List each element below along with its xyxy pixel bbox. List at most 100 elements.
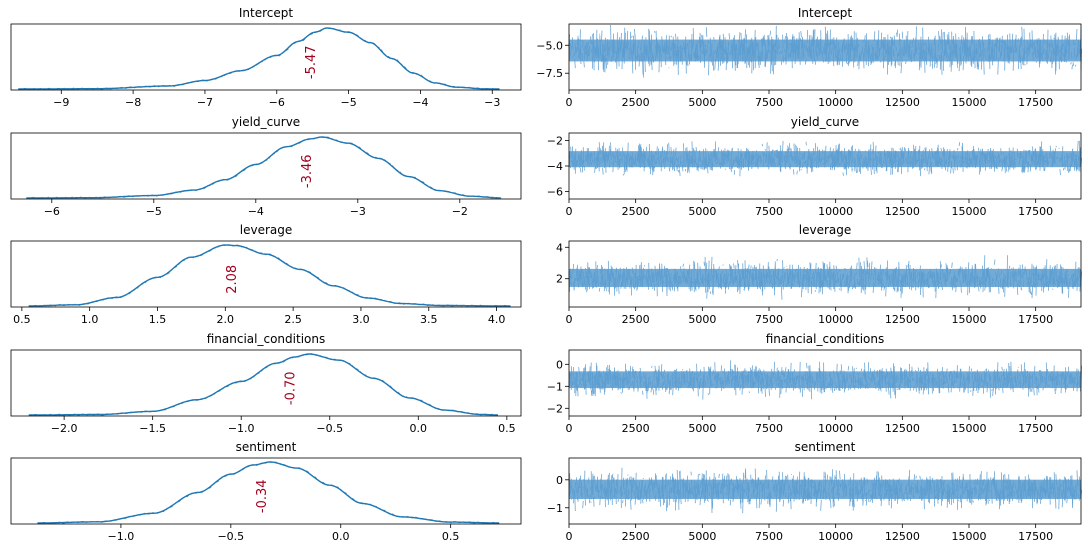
x-tick-label: 2.5 <box>284 313 302 326</box>
axes-frame <box>568 349 1082 417</box>
x-tick-label: 10000 <box>818 530 853 543</box>
axes-frame <box>10 457 522 525</box>
x-tick-label: −5 <box>340 96 356 109</box>
x-tick-label: 7500 <box>755 96 783 109</box>
x-tick-label: 4.0 <box>488 313 506 326</box>
x-tick-label: 2500 <box>622 96 650 109</box>
panel-title: yield_curve <box>232 115 300 129</box>
x-tick-label: 5000 <box>688 422 716 435</box>
point-estimate-label: -0.70 <box>283 371 298 405</box>
x-tick-label: 7500 <box>755 422 783 435</box>
posterior-panel: Intercept -5.47 −9 −8 −7 −6 −5 −4 −3 <box>10 6 522 109</box>
trace-panel: Intercept −5.0 −7.5 0 2500 5000 7500 10000 12500… <box>536 6 1082 109</box>
x-tick-label: −1.5 <box>139 422 166 435</box>
axes-frame <box>10 132 522 200</box>
panel-title: Intercept <box>239 6 294 20</box>
panel-title: financial_conditions <box>207 332 325 346</box>
density-line <box>28 353 498 416</box>
panel-title: leverage <box>799 223 852 237</box>
x-tick-label: −5 <box>146 205 162 218</box>
y-tick-label: −4 <box>547 160 563 173</box>
panel-title: sentiment <box>795 440 856 454</box>
axes-frame <box>568 240 1082 308</box>
x-tick-label: 0.5 <box>498 422 516 435</box>
y-tick-label: 2 <box>556 273 563 286</box>
panel-title: yield_curve <box>791 115 859 129</box>
point-estimate-label: -0.34 <box>255 479 270 513</box>
y-tick-label: −6 <box>547 185 563 198</box>
y-tick-label: 0 <box>556 474 563 487</box>
x-tick-label: 2.0 <box>217 313 235 326</box>
y-tick-label: −7.5 <box>536 67 563 80</box>
point-estimate-label: 2.08 <box>225 265 240 294</box>
panel-title: Intercept <box>798 6 853 20</box>
x-tick-label: −4 <box>248 205 264 218</box>
trace-samples <box>568 140 1082 177</box>
axes-frame <box>10 240 522 308</box>
x-tick-label: −9 <box>53 96 69 109</box>
x-tick-label: −2.0 <box>51 422 78 435</box>
density-line <box>26 136 501 199</box>
axes-frame <box>10 349 522 417</box>
x-tick-label: 0 <box>566 205 573 218</box>
x-tick-label: −4 <box>412 96 428 109</box>
x-tick-label: 12500 <box>885 205 920 218</box>
x-tick-label: −0.5 <box>217 530 244 543</box>
x-tick-label: 7500 <box>755 313 783 326</box>
density-line-chain-2 <box>26 136 502 200</box>
x-tick-label: 17500 <box>1018 422 1053 435</box>
x-tick-label: 17500 <box>1018 313 1053 326</box>
x-tick-label: 10000 <box>818 313 853 326</box>
x-tick-label: 15000 <box>952 313 987 326</box>
x-tick-label: 12500 <box>885 96 920 109</box>
point-estimate-label: -5.47 <box>304 45 319 79</box>
y-tick-label: 4 <box>556 241 563 254</box>
axes-frame <box>568 132 1082 200</box>
x-tick-label: 2500 <box>622 313 650 326</box>
trace-panel: leverage 4 2 0 2500 5000 7500 10000 12500 15000 17… <box>556 223 1082 326</box>
posterior-panel: sentiment -0.34 −1.0 −0.5 0.0 0.5 <box>10 440 522 543</box>
trace-panel: sentiment 0 −1 0 2500 5000 7500 10000 12500 15000… <box>547 440 1082 543</box>
x-tick-label: −3 <box>484 96 500 109</box>
x-tick-label: −8 <box>125 96 141 109</box>
density-line <box>28 244 511 307</box>
x-tick-label: 12500 <box>885 313 920 326</box>
y-tick-label: −2 <box>547 402 563 415</box>
x-tick-label: 5000 <box>688 205 716 218</box>
posterior-panel: yield_curve -3.46 −6 −5 −4 −3 −2 <box>10 115 522 218</box>
x-tick-label: 0.0 <box>332 530 350 543</box>
x-tick-label: 10000 <box>818 96 853 109</box>
axes-frame <box>568 23 1082 91</box>
x-tick-label: 12500 <box>885 530 920 543</box>
axes-frame <box>10 23 522 91</box>
panel-title: financial_conditions <box>766 332 884 346</box>
x-tick-label: 0 <box>566 530 573 543</box>
x-tick-label: 3.0 <box>352 313 370 326</box>
x-tick-label: 0.0 <box>410 422 428 435</box>
y-tick-label: −2 <box>547 135 563 148</box>
y-tick-label: 0 <box>556 358 563 371</box>
density-line-chain-2 <box>29 244 511 308</box>
x-tick-label: 7500 <box>755 530 783 543</box>
x-tick-label: 17500 <box>1018 530 1053 543</box>
x-tick-label: −6 <box>269 96 285 109</box>
x-tick-label: 5000 <box>688 96 716 109</box>
panel-title: sentiment <box>236 440 297 454</box>
x-tick-label: 5000 <box>688 313 716 326</box>
x-tick-label: 15000 <box>952 96 987 109</box>
trace-panel: yield_curve −2 −4 −60 2500 5000 7500 10000 12500… <box>547 115 1082 218</box>
axes-frame <box>568 457 1082 525</box>
x-tick-label: −1.0 <box>108 530 135 543</box>
x-tick-label: −2 <box>452 205 468 218</box>
x-tick-label: 0.5 <box>442 530 460 543</box>
x-tick-label: −3 <box>350 205 366 218</box>
x-tick-label: 2500 <box>622 530 650 543</box>
x-tick-label: 12500 <box>885 422 920 435</box>
x-tick-label: 15000 <box>952 422 987 435</box>
x-tick-label: 10000 <box>818 422 853 435</box>
y-tick-label: −5.0 <box>536 39 563 52</box>
x-tick-label: 15000 <box>952 205 987 218</box>
trace-samples <box>568 24 1082 78</box>
